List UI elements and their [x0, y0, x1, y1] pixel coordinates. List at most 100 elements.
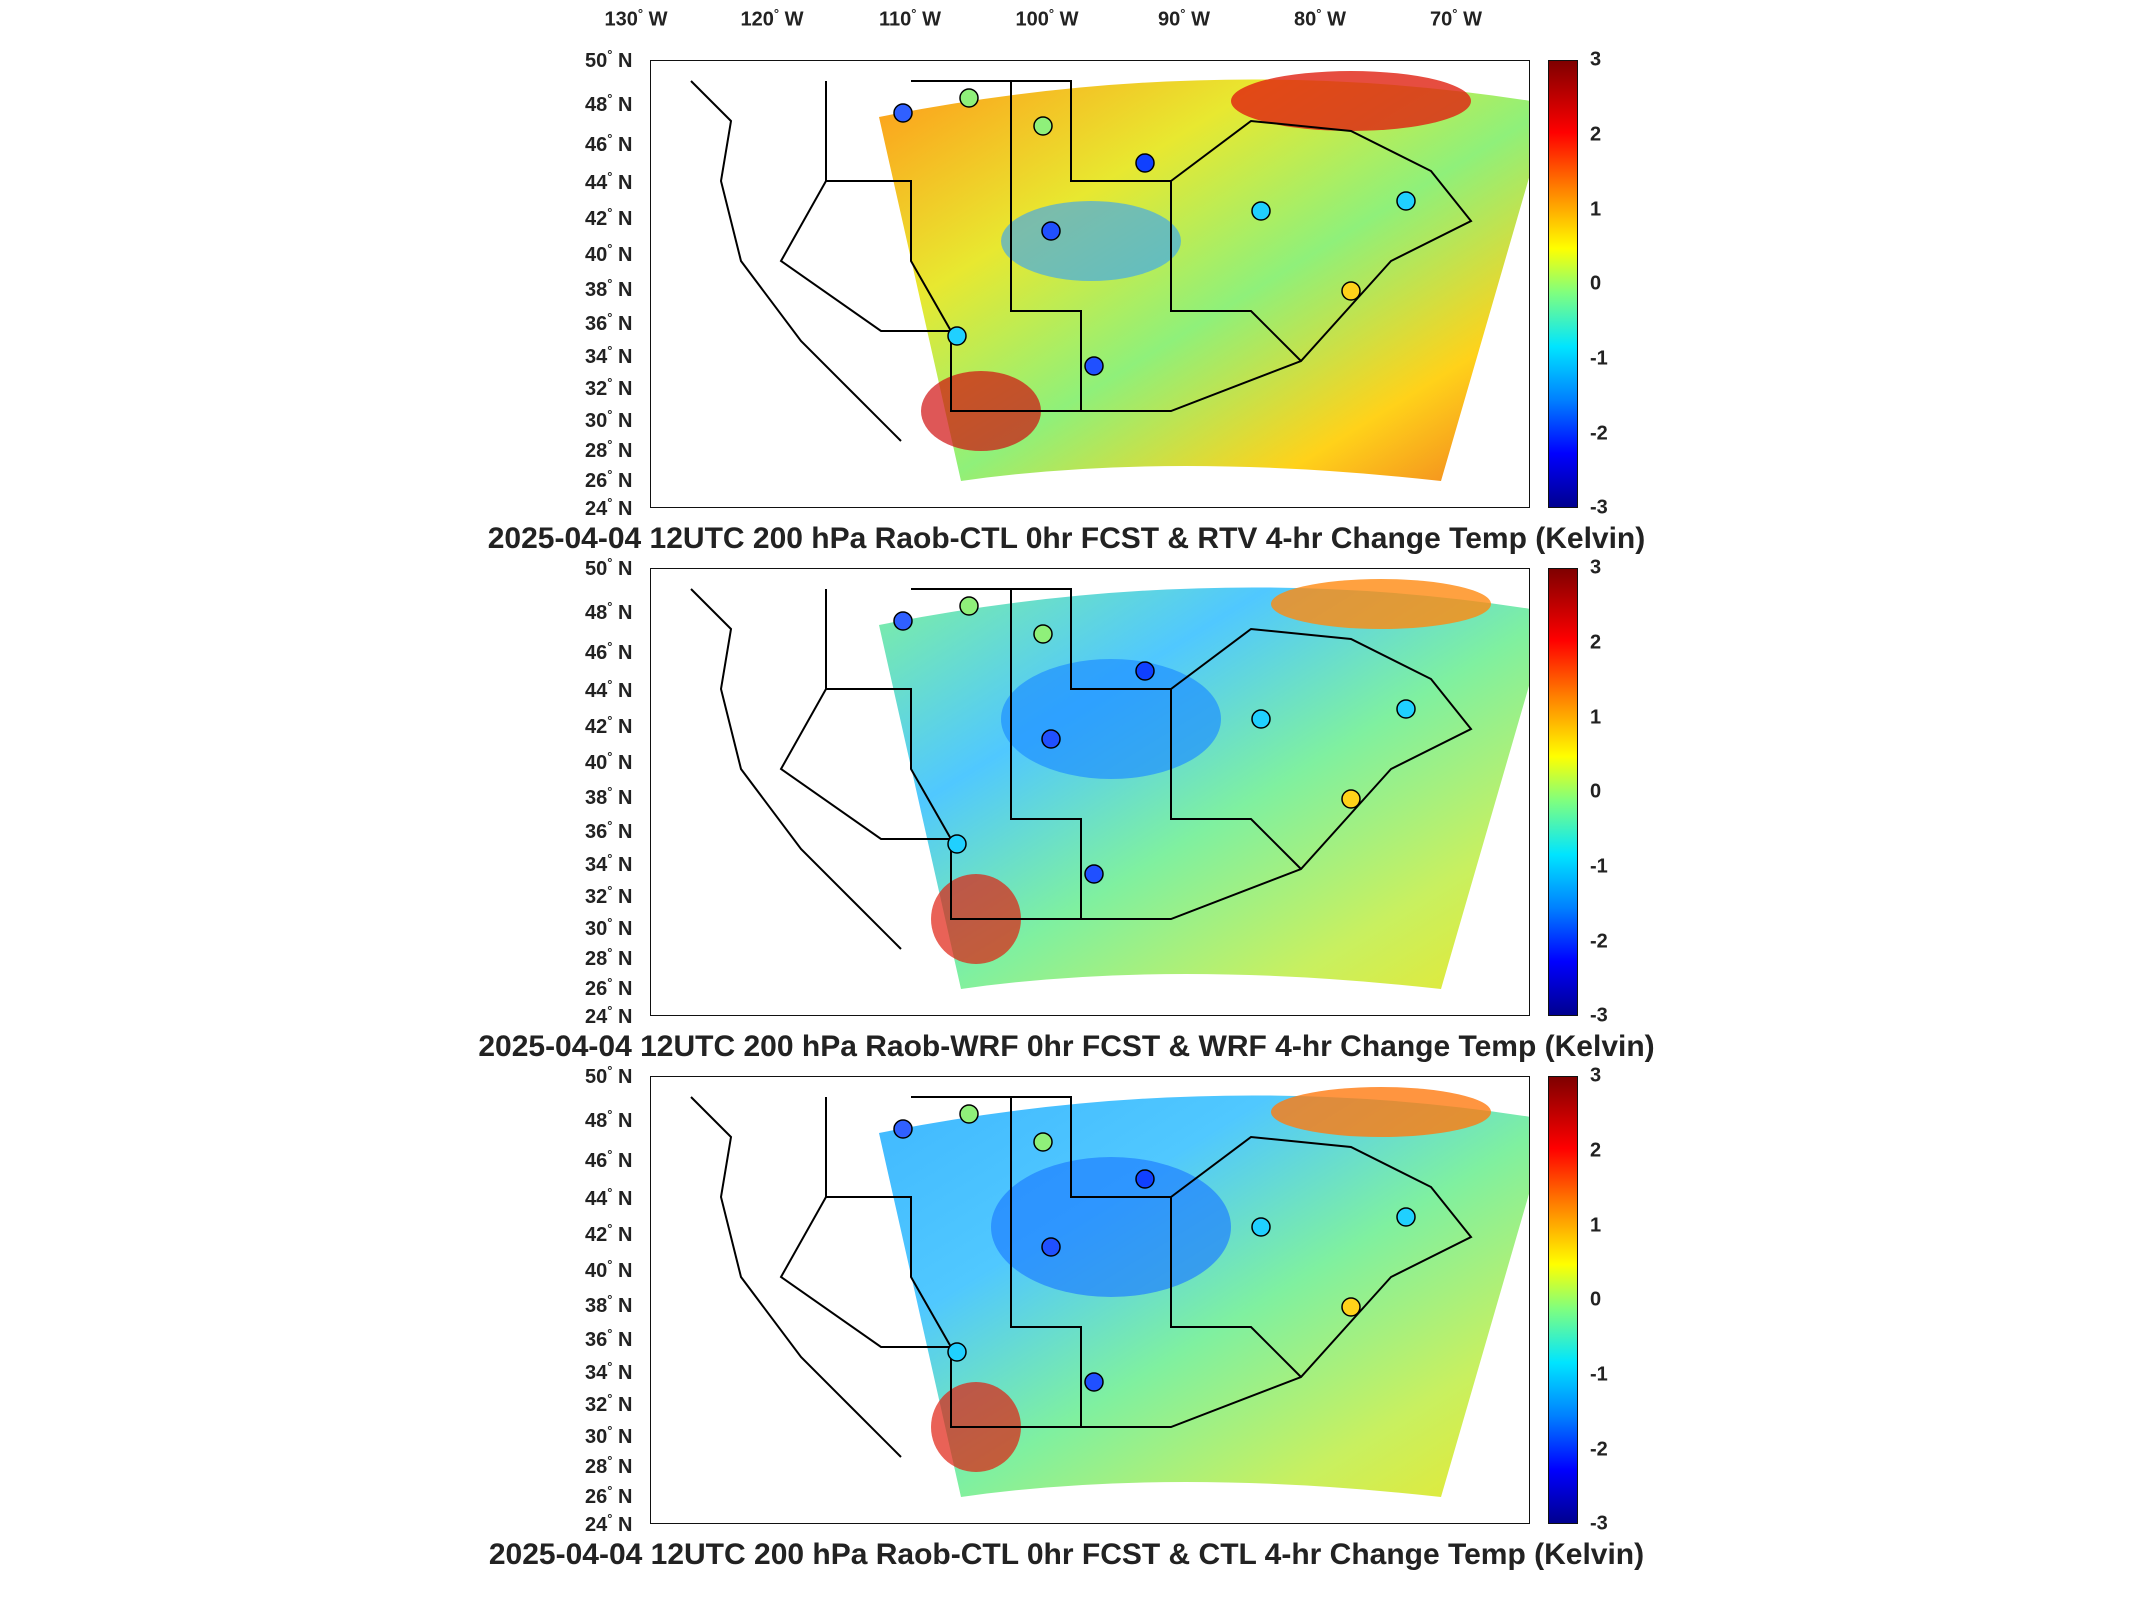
lat-label: 50° N: [585, 555, 633, 580]
lat-label: 30° N: [585, 1423, 633, 1448]
colorbar-tick: -1: [1590, 855, 1608, 878]
lat-label: 26° N: [585, 1483, 633, 1508]
colorbar-tick: 3: [1590, 556, 1602, 579]
colorbar-tick: 1: [1590, 706, 1602, 729]
lat-label: 34° N: [585, 343, 633, 368]
colorbar: [1548, 60, 1578, 508]
lat-label: 34° N: [585, 851, 633, 876]
station-marker: [1251, 709, 1271, 729]
state-boundaries: [690, 588, 1473, 950]
map-panel-2: 50° N 48° N 46° N 44° N 42° N 40° N 38° …: [0, 555, 2133, 1078]
station-marker: [1041, 729, 1061, 749]
lon-label: 130° W: [604, 6, 668, 31]
station-marker: [1084, 356, 1104, 376]
colorbar-tick: 0: [1590, 780, 1602, 803]
map-plot-area: [650, 1076, 1530, 1524]
lat-label: 48° N: [585, 1107, 633, 1132]
state-boundaries: [690, 1096, 1473, 1458]
lon-label: 70° W: [1430, 6, 1482, 31]
station-marker: [1251, 201, 1271, 221]
map-panel-1: 50° N 48° N 46° N 44° N 42° N 40° N 38° …: [0, 47, 2133, 570]
station-marker: [1251, 1217, 1271, 1237]
lat-label: 44° N: [585, 169, 633, 194]
station-marker: [1084, 864, 1104, 884]
temperature-field-map: [690, 579, 1529, 989]
station-marker: [893, 1119, 913, 1139]
lat-label: 28° N: [585, 945, 633, 970]
lat-label: 24° N: [585, 1003, 633, 1028]
colorbar-tick: -1: [1590, 347, 1608, 370]
lat-label: 32° N: [585, 1391, 633, 1416]
lon-label: 80° W: [1294, 6, 1346, 31]
colorbar-tick: 2: [1590, 1139, 1602, 1162]
lat-label: 26° N: [585, 975, 633, 1000]
station-marker: [959, 596, 979, 616]
station-marker: [947, 834, 967, 854]
colorbar-tick: 0: [1590, 1288, 1602, 1311]
lon-label: 110° W: [879, 6, 941, 31]
panel-title: 2025-04-04 12UTC 200 hPa Raob-CTL 0hr FC…: [488, 1538, 1645, 1571]
lat-label: 30° N: [585, 407, 633, 432]
panel-title: 2025-04-04 12UTC 200 hPa Raob-CTL 0hr FC…: [487, 522, 1646, 555]
colorbar: [1548, 568, 1578, 1016]
lat-label: 44° N: [585, 677, 633, 702]
lat-label: 48° N: [585, 91, 633, 116]
lat-label: 32° N: [585, 883, 633, 908]
station-marker: [947, 326, 967, 346]
map-plot-area: [650, 568, 1530, 1016]
colorbar: [1548, 1076, 1578, 1524]
station-marker: [1041, 1237, 1061, 1257]
colorbar-tick: -2: [1590, 930, 1608, 953]
lat-label: 38° N: [585, 1292, 633, 1317]
station-marker: [1033, 1132, 1053, 1152]
raob-stations: [893, 1104, 1416, 1392]
station-marker: [1135, 1169, 1155, 1189]
lat-label: 36° N: [585, 310, 633, 335]
lat-label: 46° N: [585, 639, 633, 664]
lat-label: 40° N: [585, 1257, 633, 1282]
lat-label: 36° N: [585, 1326, 633, 1351]
state-boundaries: [690, 80, 1473, 442]
lat-label: 32° N: [585, 375, 633, 400]
temperature-field-map: [690, 1087, 1529, 1497]
temperature-field-map: [690, 71, 1529, 481]
station-marker: [1041, 221, 1061, 241]
colorbar-tick: 3: [1590, 1064, 1602, 1087]
lat-label: 24° N: [585, 495, 633, 520]
lon-label: 100° W: [1015, 6, 1079, 31]
station-marker: [1341, 281, 1361, 301]
lat-label: 50° N: [585, 47, 633, 72]
station-marker: [1341, 1297, 1361, 1317]
station-marker: [1135, 153, 1155, 173]
lat-label: 46° N: [585, 1147, 633, 1172]
lat-label: 38° N: [585, 276, 633, 301]
lat-label: 30° N: [585, 915, 633, 940]
station-marker: [893, 611, 913, 631]
colorbar-tick: 2: [1590, 123, 1602, 146]
station-marker: [1396, 1207, 1416, 1227]
colorbar-tick: 1: [1590, 198, 1602, 221]
lat-label: 26° N: [585, 467, 633, 492]
lat-label: 42° N: [585, 713, 633, 738]
station-marker: [1396, 699, 1416, 719]
field-blob-warm: [1271, 1087, 1491, 1137]
station-marker: [1084, 1372, 1104, 1392]
map-panel-3: 50° N 48° N 46° N 44° N 42° N 40° N 38° …: [0, 1063, 2133, 1586]
lat-label: 38° N: [585, 784, 633, 809]
colorbar-tick: -3: [1590, 1004, 1608, 1027]
colorbar-tick: -3: [1590, 1512, 1608, 1535]
lat-label: 24° N: [585, 1511, 633, 1536]
colorbar-tick: -2: [1590, 1438, 1608, 1461]
station-marker: [1396, 191, 1416, 211]
lon-label: 120° W: [740, 6, 804, 31]
station-marker: [959, 1104, 979, 1124]
model-domain-field: [879, 79, 1529, 481]
longitude-axis-labels: 130° W 120° W 110° W 100° W 90° W 80° W …: [0, 0, 2133, 40]
station-marker: [1135, 661, 1155, 681]
lat-label: 50° N: [585, 1063, 633, 1088]
station-marker: [893, 103, 913, 123]
lat-label: 42° N: [585, 1221, 633, 1246]
lat-label: 44° N: [585, 1185, 633, 1210]
colorbar-tick: 2: [1590, 631, 1602, 654]
lat-label: 46° N: [585, 131, 633, 156]
